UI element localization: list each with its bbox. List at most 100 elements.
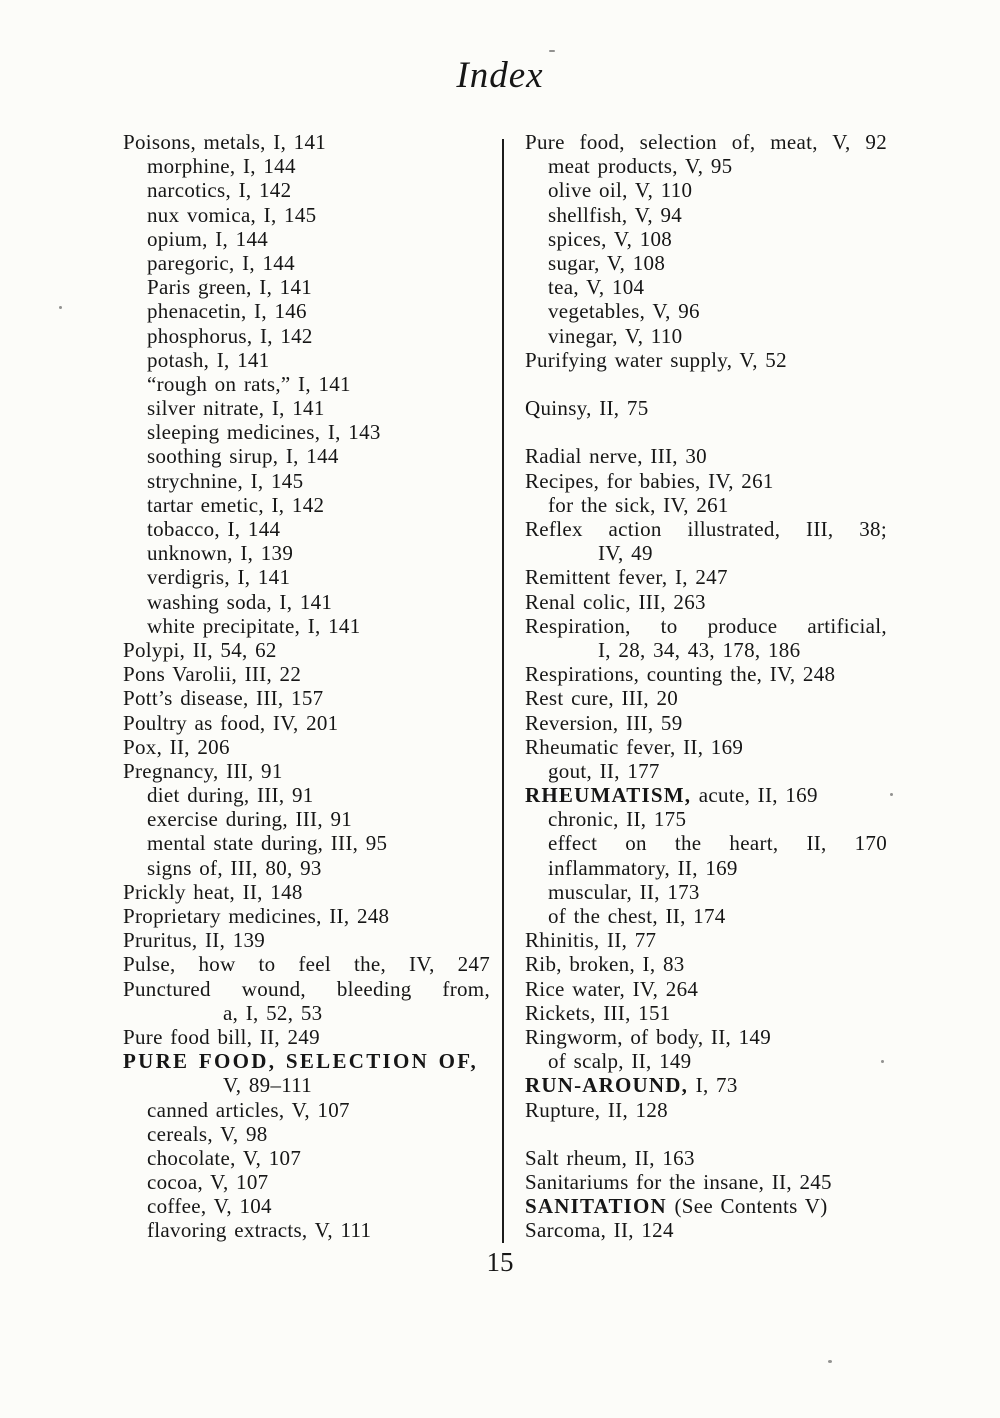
index-entry-text: Sarcoma, II, 124 [525, 1218, 674, 1243]
index-entry: effect on the heart, II, 170 [525, 831, 887, 855]
index-entry: morphine, I, 144 [123, 154, 490, 178]
index-entry: sugar, V, 108 [525, 251, 887, 275]
blank-line [525, 372, 887, 396]
index-entry: chronic, II, 175 [525, 807, 887, 831]
index-entry: flavoring extracts, V, 111 [123, 1218, 490, 1242]
index-entry-text: Renal colic, III, 263 [525, 589, 706, 614]
index-entry-text: Reflex action illustrated, III, 38; [525, 517, 887, 541]
index-entry-text: unknown, I, 139 [147, 541, 294, 566]
index-entry: of scalp, II, 149 [525, 1049, 887, 1073]
index-entry-text: flavoring extracts, V, 111 [147, 1218, 372, 1243]
index-entry-text: Rickets, III, 151 [525, 1000, 671, 1025]
index-entry-text: phosphorus, I, 142 [147, 323, 313, 348]
index-entry: RHEUMATISM, acute, II, 169 [525, 783, 887, 807]
index-entry-text: meat products, V, 95 [548, 154, 733, 179]
index-entry: sleeping medicines, I, 143 [123, 420, 490, 444]
index-entry: Reflex action illustrated, III, 38; [525, 517, 887, 541]
index-entry: Sarcoma, II, 124 [525, 1218, 887, 1242]
index-entry-text: V, 89–111 [223, 1073, 313, 1098]
index-entry: vinegar, V, 110 [525, 324, 887, 348]
index-entry: Quinsy, II, 75 [525, 396, 887, 420]
index-entry-text: mental state during, III, 95 [147, 831, 388, 856]
index-entry-text: olive oil, V, 110 [548, 178, 693, 203]
index-entry: “rough on rats,” I, 141 [123, 372, 490, 396]
index-entry-text: cocoa, V, 107 [147, 1170, 269, 1195]
index-entry-text: Rest cure, III, 20 [525, 686, 679, 711]
index-entry: Radial nerve, III, 30 [525, 444, 887, 468]
blank-line [525, 1122, 887, 1146]
index-entry: I, 28, 34, 43, 178, 186 [525, 638, 887, 662]
index-entry-text: Rib, broken, I, 83 [525, 952, 685, 977]
index-entry: coffee, V, 104 [123, 1194, 490, 1218]
index-entry-text: I, 73 [688, 1073, 738, 1098]
index-entry-text: sleeping medicines, I, 143 [147, 420, 381, 445]
index-entry-text: I, 28, 34, 43, 178, 186 [598, 637, 801, 662]
index-entry-text: Prickly heat, II, 148 [123, 879, 303, 904]
index-entry-text: Respirations, counting the, IV, 248 [525, 662, 836, 687]
index-entry: Pons Varolii, III, 22 [123, 662, 490, 686]
index-entry: Rib, broken, I, 83 [525, 952, 887, 976]
index-entry-text: (See Contents V) [666, 1194, 828, 1219]
index-entry-text: muscular, II, 173 [548, 879, 700, 904]
index-entry-text: Pure food, selection of, meat, V, 92 [525, 130, 887, 154]
index-entry-text: Poisons, metals, I, 141 [123, 130, 327, 154]
index-entry: V, 89–111 [123, 1073, 490, 1097]
index-entry-text: Salt rheum, II, 163 [525, 1145, 695, 1170]
index-entry: Polypi, II, 54, 62 [123, 638, 490, 662]
index-entry-text: Pulse, how to feel the, IV, 247 [123, 952, 490, 977]
index-entry: SANITATION (See Contents V) [525, 1194, 887, 1218]
index-entry-text: phenacetin, I, 146 [147, 299, 307, 324]
index-entry-text: of the chest, II, 174 [548, 904, 726, 928]
index-entry-bold-term: RUN-AROUND, [525, 1073, 689, 1098]
index-entry: Poultry as food, IV, 201 [123, 711, 490, 735]
scan-speck [881, 1060, 884, 1063]
index-entry: PURE FOOD, SELECTION OF, [123, 1049, 490, 1073]
index-entry: nux vomica, I, 145 [123, 203, 490, 227]
index-entry-text: Rheumatic fever, II, 169 [525, 734, 744, 759]
index-entry: canned articles, V, 107 [123, 1098, 490, 1122]
index-entry-text: Quinsy, II, 75 [525, 396, 649, 421]
index-entry-text: acute, II, 169 [691, 783, 818, 808]
index-entry: Recipes, for babies, IV, 261 [525, 469, 887, 493]
index-entry-text: Pure food bill, II, 249 [123, 1024, 320, 1049]
index-entry: Rickets, III, 151 [525, 1001, 887, 1025]
index-entry: cocoa, V, 107 [123, 1170, 490, 1194]
index-entry-text: soothing sirup, I, 144 [147, 444, 339, 469]
index-entry: Reversion, III, 59 [525, 711, 887, 735]
index-entry-bold-term: RHEUMATISM, [525, 783, 692, 808]
index-entry-text: coffee, V, 104 [147, 1194, 272, 1219]
index-entry: mental state during, III, 95 [123, 831, 490, 855]
index-entry: Pure food, selection of, meat, V, 92 [525, 130, 887, 154]
index-entry: RUN-AROUND, I, 73 [525, 1073, 887, 1097]
index-entry: potash, I, 141 [123, 348, 490, 372]
index-entry: diet during, III, 91 [123, 783, 490, 807]
index-entry: a, I, 52, 53 [123, 1001, 490, 1025]
index-entry-text: silver nitrate, I, 141 [147, 396, 325, 421]
index-entry-text: gout, II, 177 [548, 758, 660, 783]
index-entry: silver nitrate, I, 141 [123, 396, 490, 420]
index-entry-text: washing soda, I, 141 [147, 589, 333, 614]
index-entry: Salt rheum, II, 163 [525, 1146, 887, 1170]
index-entry-text: potash, I, 141 [147, 347, 270, 372]
index-entry: Proprietary medicines, II, 248 [123, 904, 490, 928]
index-entry: paregoric, I, 144 [123, 251, 490, 275]
index-entry-text: signs of, III, 80, 93 [147, 855, 322, 880]
index-entry: spices, V, 108 [525, 227, 887, 251]
index-entry: of the chest, II, 174 [525, 904, 887, 928]
index-entry-text: Sanitariums for the insane, II, 245 [525, 1170, 832, 1195]
index-entry-text: Paris green, I, 141 [147, 275, 313, 300]
index-entry: Rupture, II, 128 [525, 1098, 887, 1122]
scan-speck [59, 306, 62, 309]
index-entry: Respirations, counting the, IV, 248 [525, 662, 887, 686]
index-entry-text: spices, V, 108 [548, 226, 673, 251]
index-entry-text: exercise during, III, 91 [147, 807, 353, 832]
index-entry-text: narcotics, I, 142 [147, 178, 292, 203]
index-entry-text: Poultry as food, IV, 201 [123, 710, 339, 735]
index-entry-text: Proprietary medicines, II, 248 [123, 904, 390, 928]
index-entry: inflammatory, II, 169 [525, 856, 887, 880]
index-entry-text: effect on the heart, II, 170 [548, 831, 887, 856]
index-entry-text: Ringworm, of body, II, 149 [525, 1024, 771, 1049]
index-entry-text: Remittent fever, I, 247 [525, 565, 728, 590]
scan-speck [890, 793, 893, 796]
index-entry: vegetables, V, 96 [525, 299, 887, 323]
